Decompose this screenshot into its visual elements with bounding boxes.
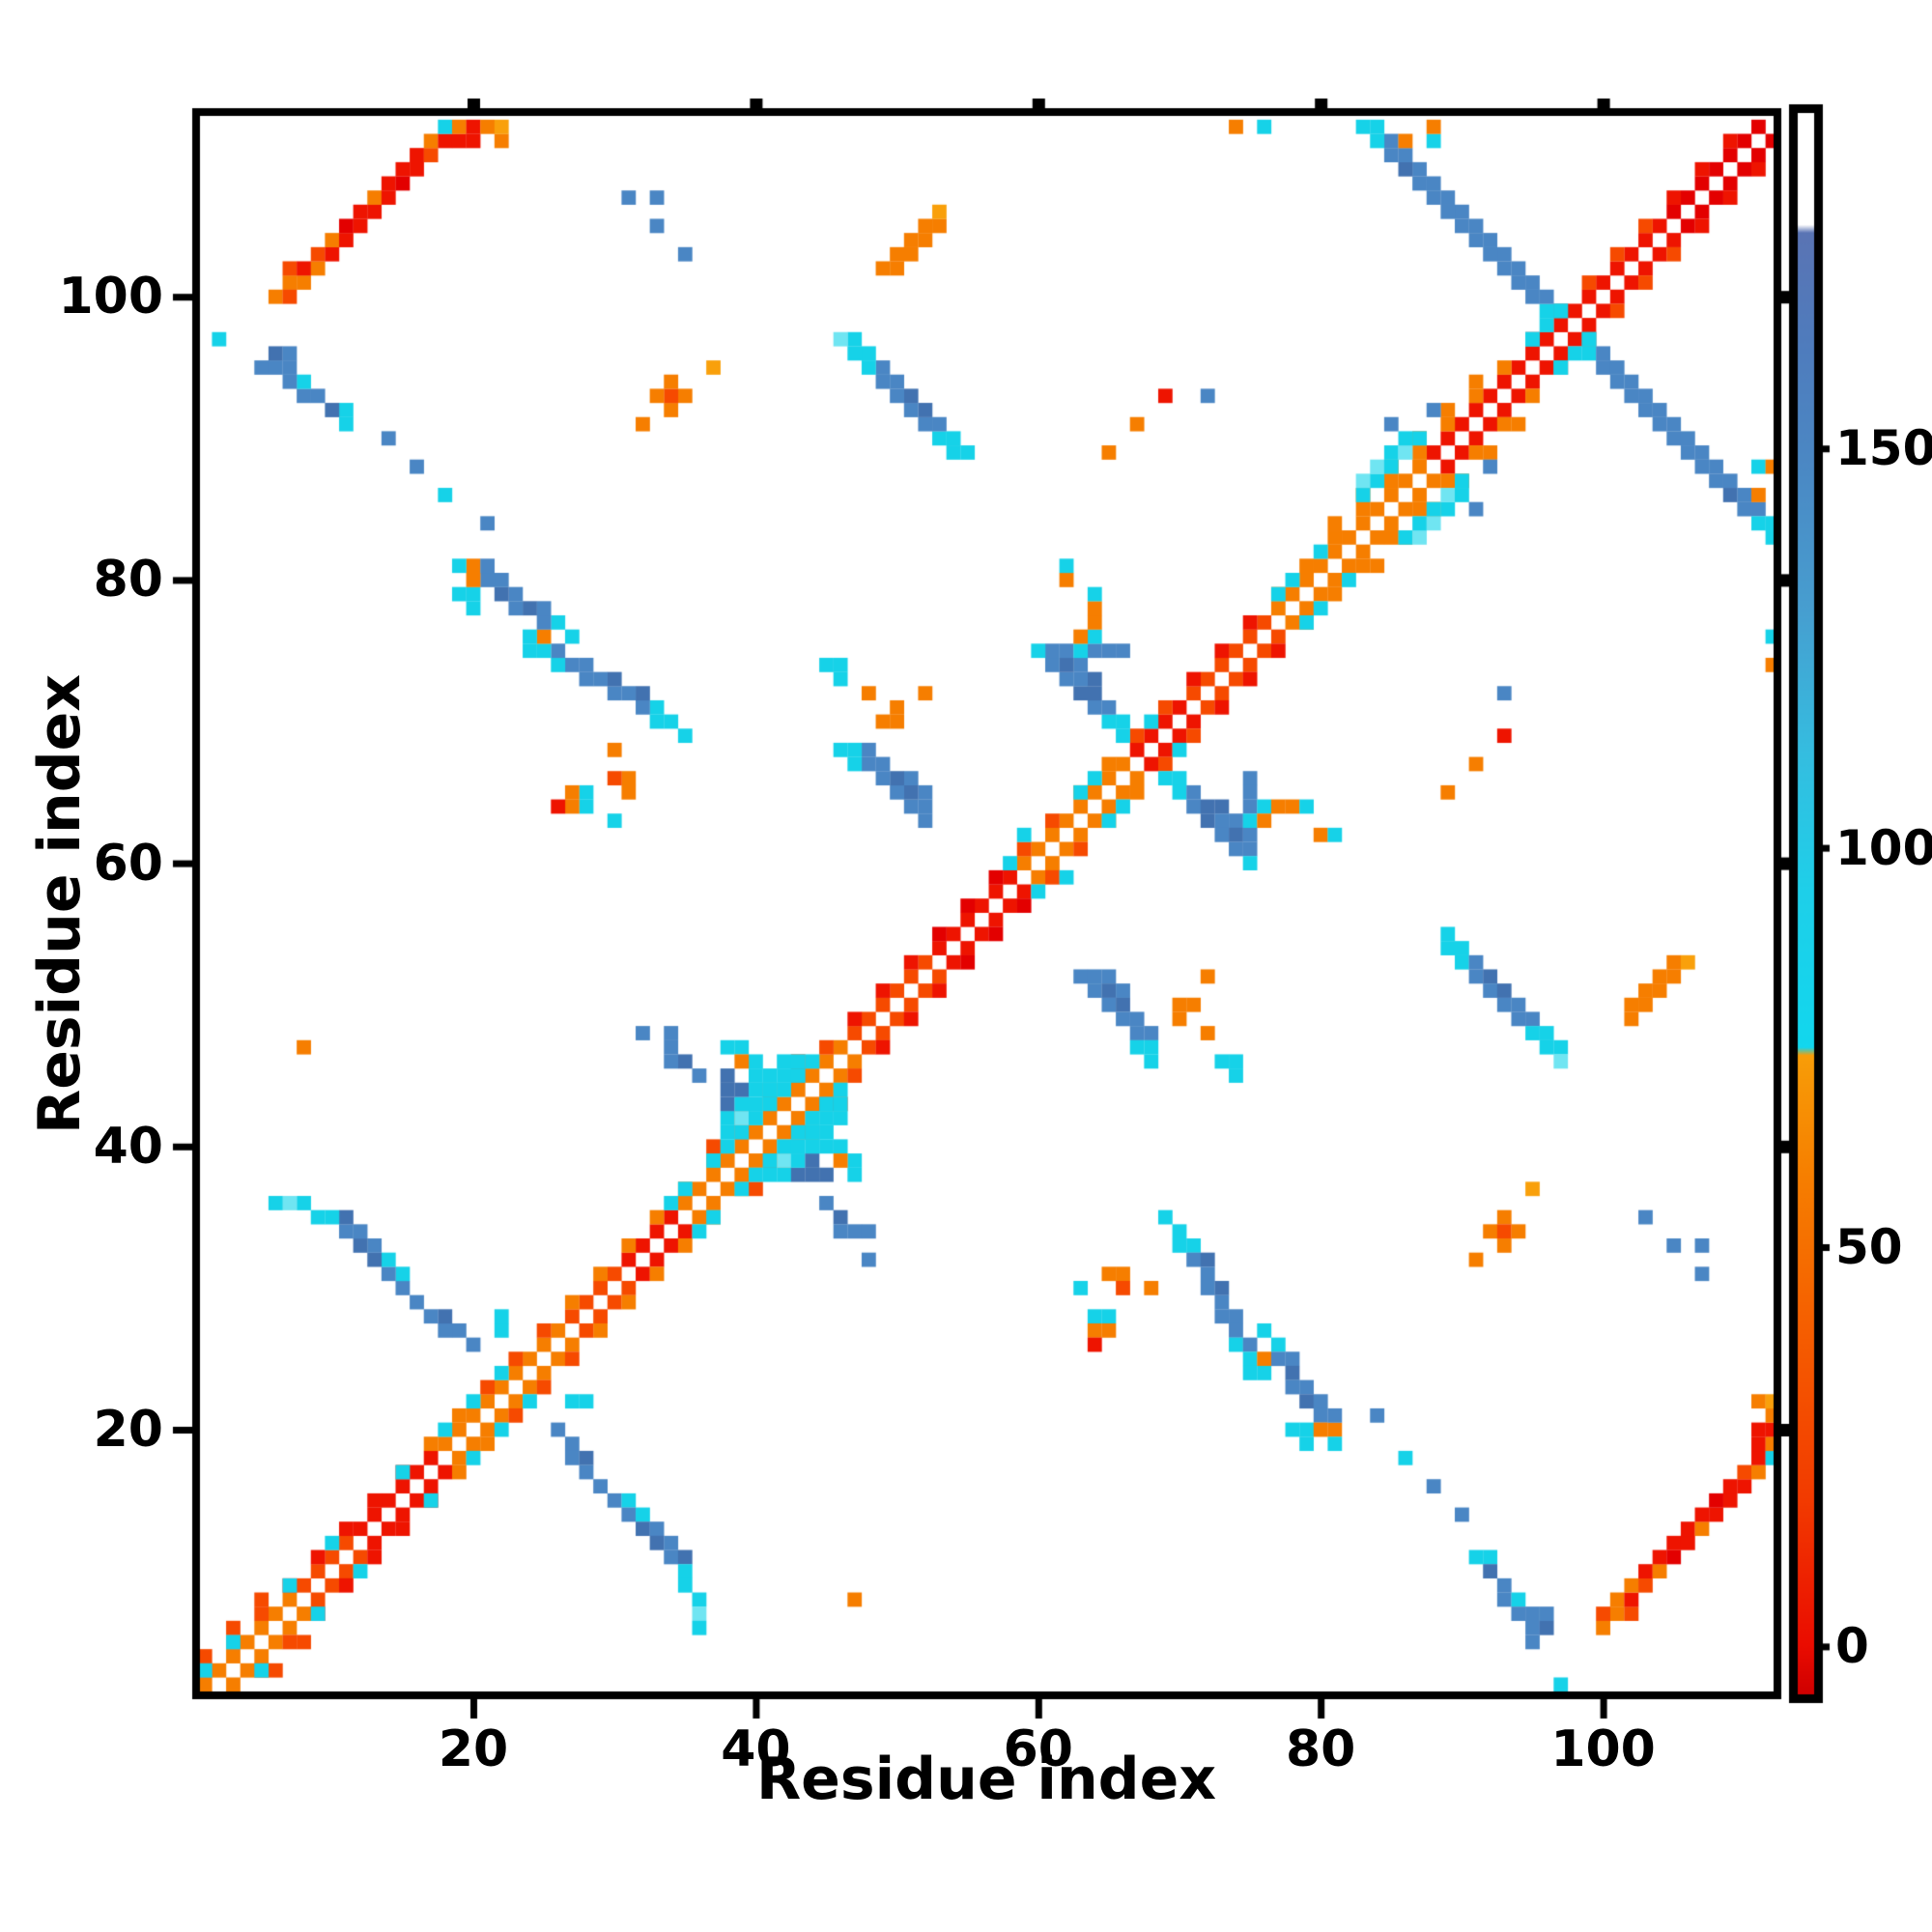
y-tick-label: 20	[93, 1401, 163, 1459]
x-tick-label: 20	[438, 1720, 509, 1778]
x-tick-label: 40	[721, 1720, 791, 1778]
colorbar-tick-label: 150	[1835, 420, 1932, 477]
y-tick-label: 100	[58, 268, 163, 327]
y-tick-label: 60	[93, 834, 163, 893]
colorbar-tick-label: 100	[1835, 819, 1932, 876]
colorbar-tick-label: 0	[1835, 1618, 1869, 1675]
x-tick-label: 60	[1003, 1720, 1073, 1778]
colorbar-tick-label: 50	[1835, 1219, 1903, 1275]
x-axis-label: Residue index	[755, 1746, 1217, 1813]
x-tick-label: 100	[1550, 1720, 1656, 1778]
y-tick-label: 80	[93, 551, 163, 610]
y-tick-label: 40	[93, 1117, 163, 1176]
y-axis-label: Residue index	[26, 673, 94, 1135]
x-tick-label: 80	[1286, 1720, 1356, 1778]
